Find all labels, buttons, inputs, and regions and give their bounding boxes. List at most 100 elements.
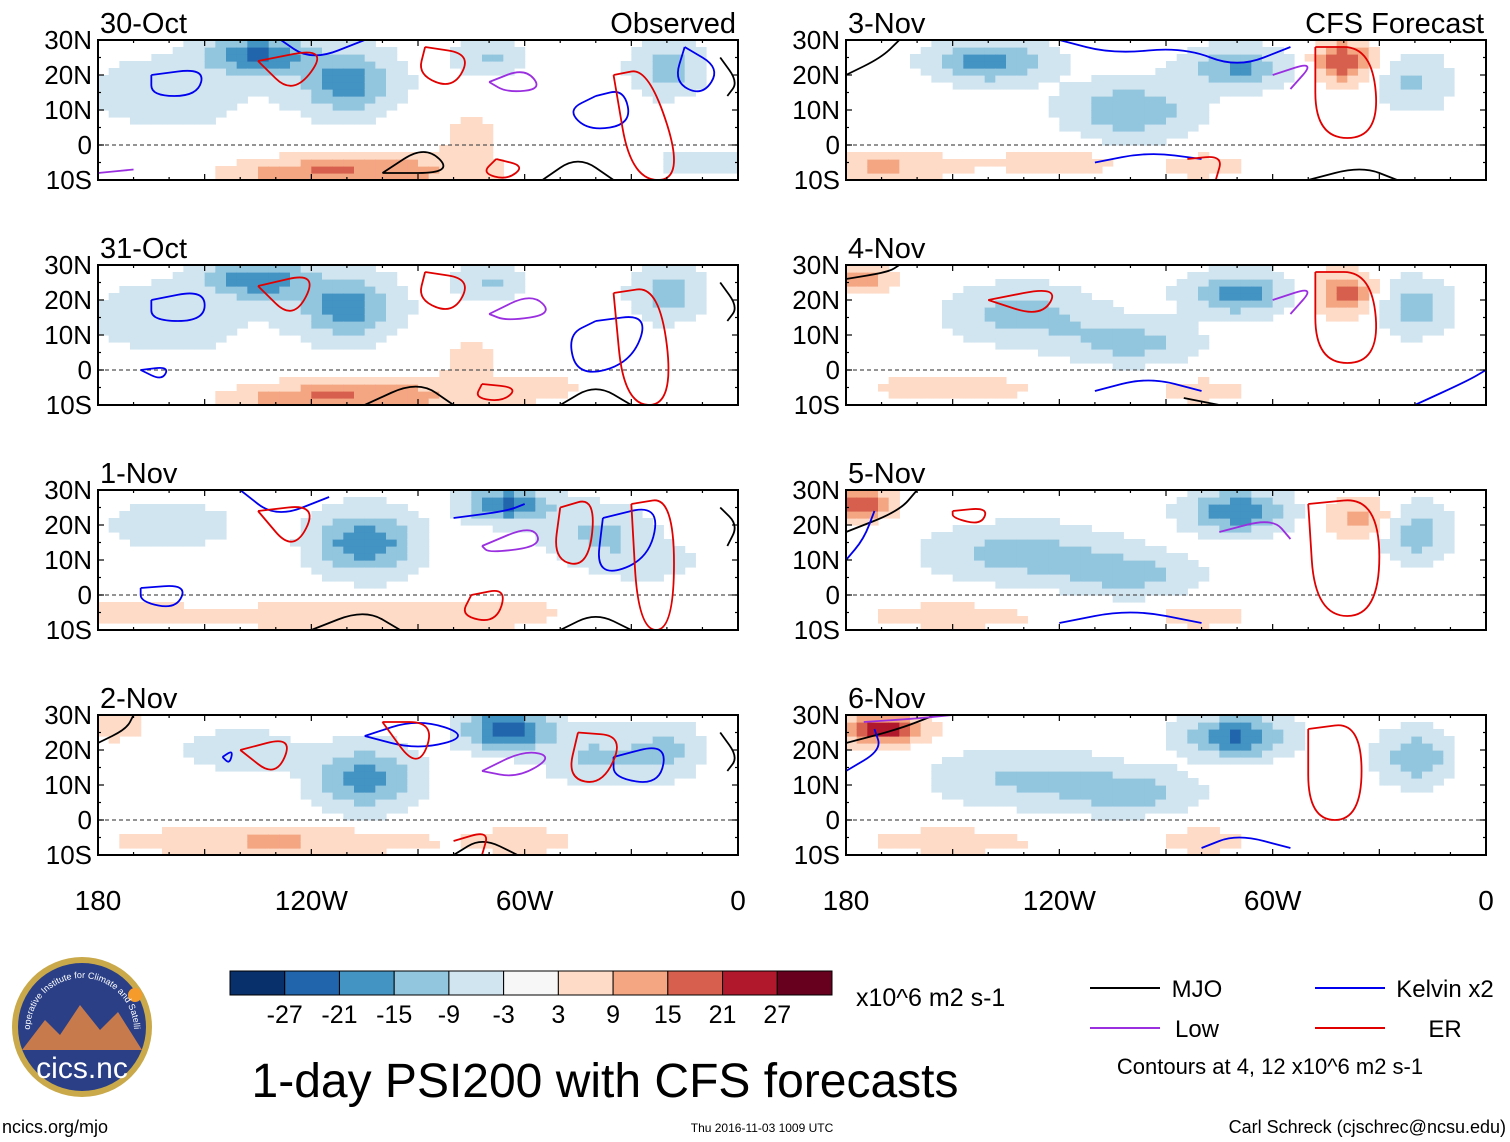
field-cell: [471, 729, 483, 737]
field-cell: [396, 159, 408, 167]
field-cell: [1176, 525, 1188, 533]
field-cell: [162, 103, 174, 111]
field-cell: [1016, 342, 1028, 350]
field-cell: [140, 504, 152, 512]
field-cell: [652, 293, 664, 301]
field-cell: [1016, 553, 1028, 561]
field-cell: [151, 286, 163, 294]
field-cell: [268, 750, 280, 758]
field-cell: [215, 300, 227, 308]
field-cell: [1027, 560, 1039, 568]
field-cell: [290, 54, 302, 62]
field-cell: [620, 286, 632, 294]
field-cell: [546, 490, 558, 498]
field-cell: [364, 335, 376, 343]
field-cell: [631, 757, 643, 765]
field-cell: [1400, 729, 1412, 737]
field-cell: [482, 722, 494, 730]
field-cell: [215, 314, 227, 322]
field-cell: [1379, 778, 1391, 786]
field-cell: [375, 286, 387, 294]
field-cell: [290, 764, 302, 772]
field-cell: [631, 743, 643, 751]
field-cell: [279, 96, 291, 104]
field-cell: [1390, 61, 1402, 69]
field-cell: [1102, 553, 1114, 561]
field-cell: [375, 314, 387, 322]
field-cell: [888, 152, 900, 160]
field-cell: [1187, 743, 1199, 751]
field-cell: [652, 750, 664, 758]
field-cell: [652, 321, 664, 329]
field-cell: [1326, 286, 1338, 294]
field-cell: [1176, 300, 1188, 308]
field-cell: [215, 321, 227, 329]
field-cell: [620, 757, 632, 765]
field-cell: [258, 750, 270, 758]
field-cell: [386, 778, 398, 786]
field-cell: [995, 771, 1007, 779]
field-cell: [1016, 159, 1028, 167]
field-cell: [1091, 166, 1103, 174]
field-cell: [471, 61, 483, 69]
field-cell: [1326, 40, 1338, 48]
field-cell: [322, 574, 334, 582]
field-cell: [942, 546, 954, 554]
field-cell: [1070, 166, 1082, 174]
field-cell: [888, 736, 900, 744]
field-cell: [322, 743, 334, 751]
field-cell: [588, 743, 600, 751]
field-cell: [1198, 82, 1210, 90]
field-cell: [878, 279, 890, 287]
field-cell: [460, 54, 472, 62]
field-cell: [984, 546, 996, 554]
field-cell: [856, 743, 868, 751]
field-cell: [931, 771, 943, 779]
field-cell: [311, 300, 323, 308]
field-cell: [343, 497, 355, 505]
field-cell: [1166, 834, 1178, 842]
field-cell: [130, 117, 142, 125]
field-cell: [1102, 103, 1114, 111]
field-cell: [1091, 321, 1103, 329]
field-cell: [920, 384, 932, 392]
field-cell: [684, 82, 696, 90]
field-cell: [322, 103, 334, 111]
field-cell: [322, 328, 334, 336]
field-cell: [1294, 722, 1306, 730]
field-cell: [1432, 82, 1444, 90]
field-cell: [995, 384, 1007, 392]
y-tick-label: 10S: [46, 840, 92, 870]
field-cell: [1038, 574, 1050, 582]
source-url[interactable]: ncics.org/mjo: [2, 1117, 108, 1137]
field-cell: [856, 166, 868, 174]
field-cell: [268, 166, 280, 174]
field-cell: [631, 54, 643, 62]
field-cell: [439, 391, 451, 399]
field-cell: [1016, 778, 1028, 786]
field-cell: [354, 40, 366, 48]
field-cell: [1112, 335, 1124, 343]
field-cell: [1134, 328, 1146, 336]
field-cell: [439, 609, 451, 617]
field-cell: [407, 525, 419, 533]
field-cell: [1102, 349, 1114, 357]
field-cell: [322, 307, 334, 315]
field-cell: [332, 335, 344, 343]
field-cell: [524, 518, 536, 526]
field-cell: [332, 159, 344, 167]
field-cell: [258, 173, 270, 180]
field-cell: [279, 54, 291, 62]
field-cell: [1432, 293, 1444, 301]
field-cell: [332, 602, 344, 610]
field-cell: [588, 504, 600, 512]
field-cell: [343, 68, 355, 76]
field-cell: [471, 272, 483, 280]
field-cell: [215, 307, 227, 315]
field-cell: [247, 391, 259, 399]
field-cell: [290, 623, 302, 630]
field-cell: [1219, 68, 1231, 76]
field-cell: [514, 722, 526, 730]
field-cell: [1432, 518, 1444, 526]
